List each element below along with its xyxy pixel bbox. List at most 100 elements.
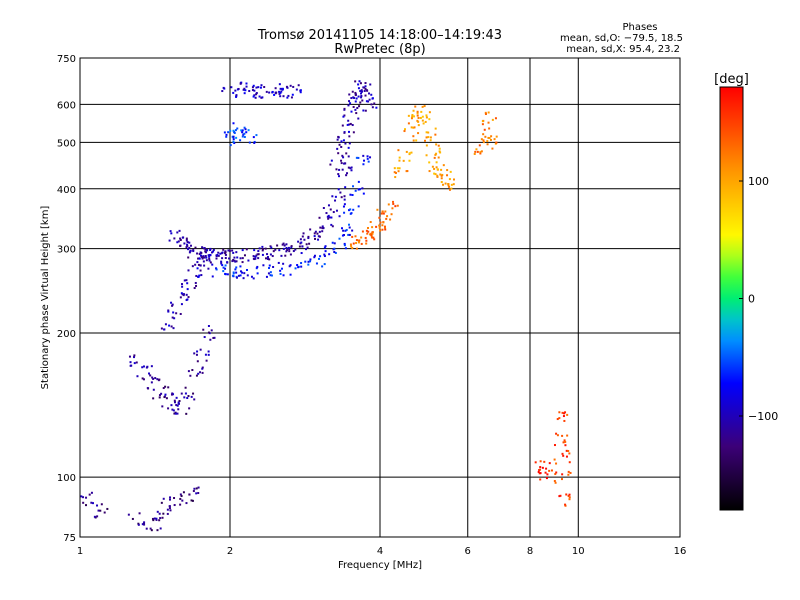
data-point: [190, 499, 193, 502]
data-point: [316, 232, 319, 235]
data-point: [268, 91, 271, 94]
data-point: [539, 472, 542, 475]
data-point: [173, 497, 176, 500]
data-point: [245, 248, 248, 251]
data-point: [170, 301, 173, 304]
data-point: [282, 242, 285, 245]
data-point: [396, 204, 399, 207]
data-point: [236, 127, 239, 130]
data-point: [343, 211, 346, 214]
x-tick-label: 2: [227, 546, 233, 557]
data-point: [317, 238, 320, 241]
data-point: [274, 248, 277, 251]
data-point: [90, 501, 93, 504]
data-point: [242, 88, 245, 91]
data-point: [208, 255, 211, 258]
data-point: [173, 237, 176, 240]
data-point: [192, 490, 195, 493]
data-point: [323, 246, 326, 249]
data-point: [148, 372, 151, 375]
data-point: [347, 104, 350, 107]
data-point: [439, 173, 442, 176]
data-point: [562, 441, 565, 444]
data-point: [251, 86, 254, 89]
data-point: [279, 91, 282, 94]
data-point: [539, 468, 542, 471]
data-point: [324, 250, 327, 253]
data-point: [348, 223, 351, 226]
data-point: [495, 141, 498, 144]
data-point: [307, 263, 310, 266]
data-point: [195, 353, 198, 356]
data-point: [252, 277, 255, 280]
data-point: [568, 498, 571, 501]
data-point: [160, 501, 163, 504]
data-point: [361, 99, 364, 102]
data-point: [242, 133, 245, 136]
data-point: [365, 239, 368, 242]
data-point: [253, 258, 256, 261]
data-point: [331, 241, 334, 244]
data-point: [197, 372, 200, 375]
data-point: [436, 174, 439, 177]
data-point: [378, 226, 381, 229]
data-point: [184, 392, 187, 395]
data-point: [394, 205, 397, 208]
data-point: [564, 504, 567, 507]
data-point: [199, 251, 202, 254]
data-point: [221, 264, 224, 267]
data-point: [351, 194, 354, 197]
data-point: [181, 293, 184, 296]
data-point: [266, 253, 269, 256]
data-point: [359, 82, 362, 85]
y-tick-label: 500: [57, 138, 76, 149]
data-point: [277, 261, 280, 264]
data-point: [559, 494, 562, 497]
colorbar-tick-label: −100: [748, 410, 778, 423]
data-point: [484, 111, 487, 114]
data-point: [437, 156, 440, 159]
data-point: [232, 91, 235, 94]
data-point: [453, 178, 456, 181]
data-point: [452, 183, 455, 186]
data-point: [307, 260, 310, 263]
data-point: [355, 241, 358, 244]
data-point: [233, 259, 236, 262]
data-point: [342, 229, 345, 232]
data-point: [343, 162, 346, 165]
data-point: [338, 215, 341, 218]
data-point: [166, 512, 169, 515]
data-point: [153, 517, 156, 520]
data-point: [342, 156, 345, 159]
data-point: [187, 269, 190, 272]
data-point: [318, 230, 321, 233]
data-point: [162, 512, 165, 515]
data-point: [361, 187, 364, 190]
data-point: [222, 86, 225, 89]
data-point: [534, 461, 537, 464]
data-point: [227, 249, 230, 252]
data-point: [544, 471, 547, 474]
data-point: [279, 272, 282, 275]
data-point: [290, 245, 293, 248]
data-point: [173, 399, 176, 402]
data-point: [354, 91, 357, 94]
x-tick-label: 8: [527, 546, 533, 557]
data-point: [558, 495, 561, 498]
data-point: [351, 235, 354, 238]
data-point: [235, 260, 238, 263]
data-point: [172, 409, 175, 412]
data-point: [366, 232, 369, 235]
data-point: [450, 183, 453, 186]
data-point: [442, 164, 445, 167]
data-point: [158, 512, 161, 515]
data-point: [255, 86, 258, 89]
data-point: [253, 89, 256, 92]
data-point: [295, 88, 298, 91]
data-point: [217, 254, 220, 257]
data-point: [97, 509, 100, 512]
data-point: [493, 138, 496, 141]
data-point: [244, 89, 247, 92]
data-point: [566, 434, 569, 437]
data-point: [389, 218, 392, 221]
